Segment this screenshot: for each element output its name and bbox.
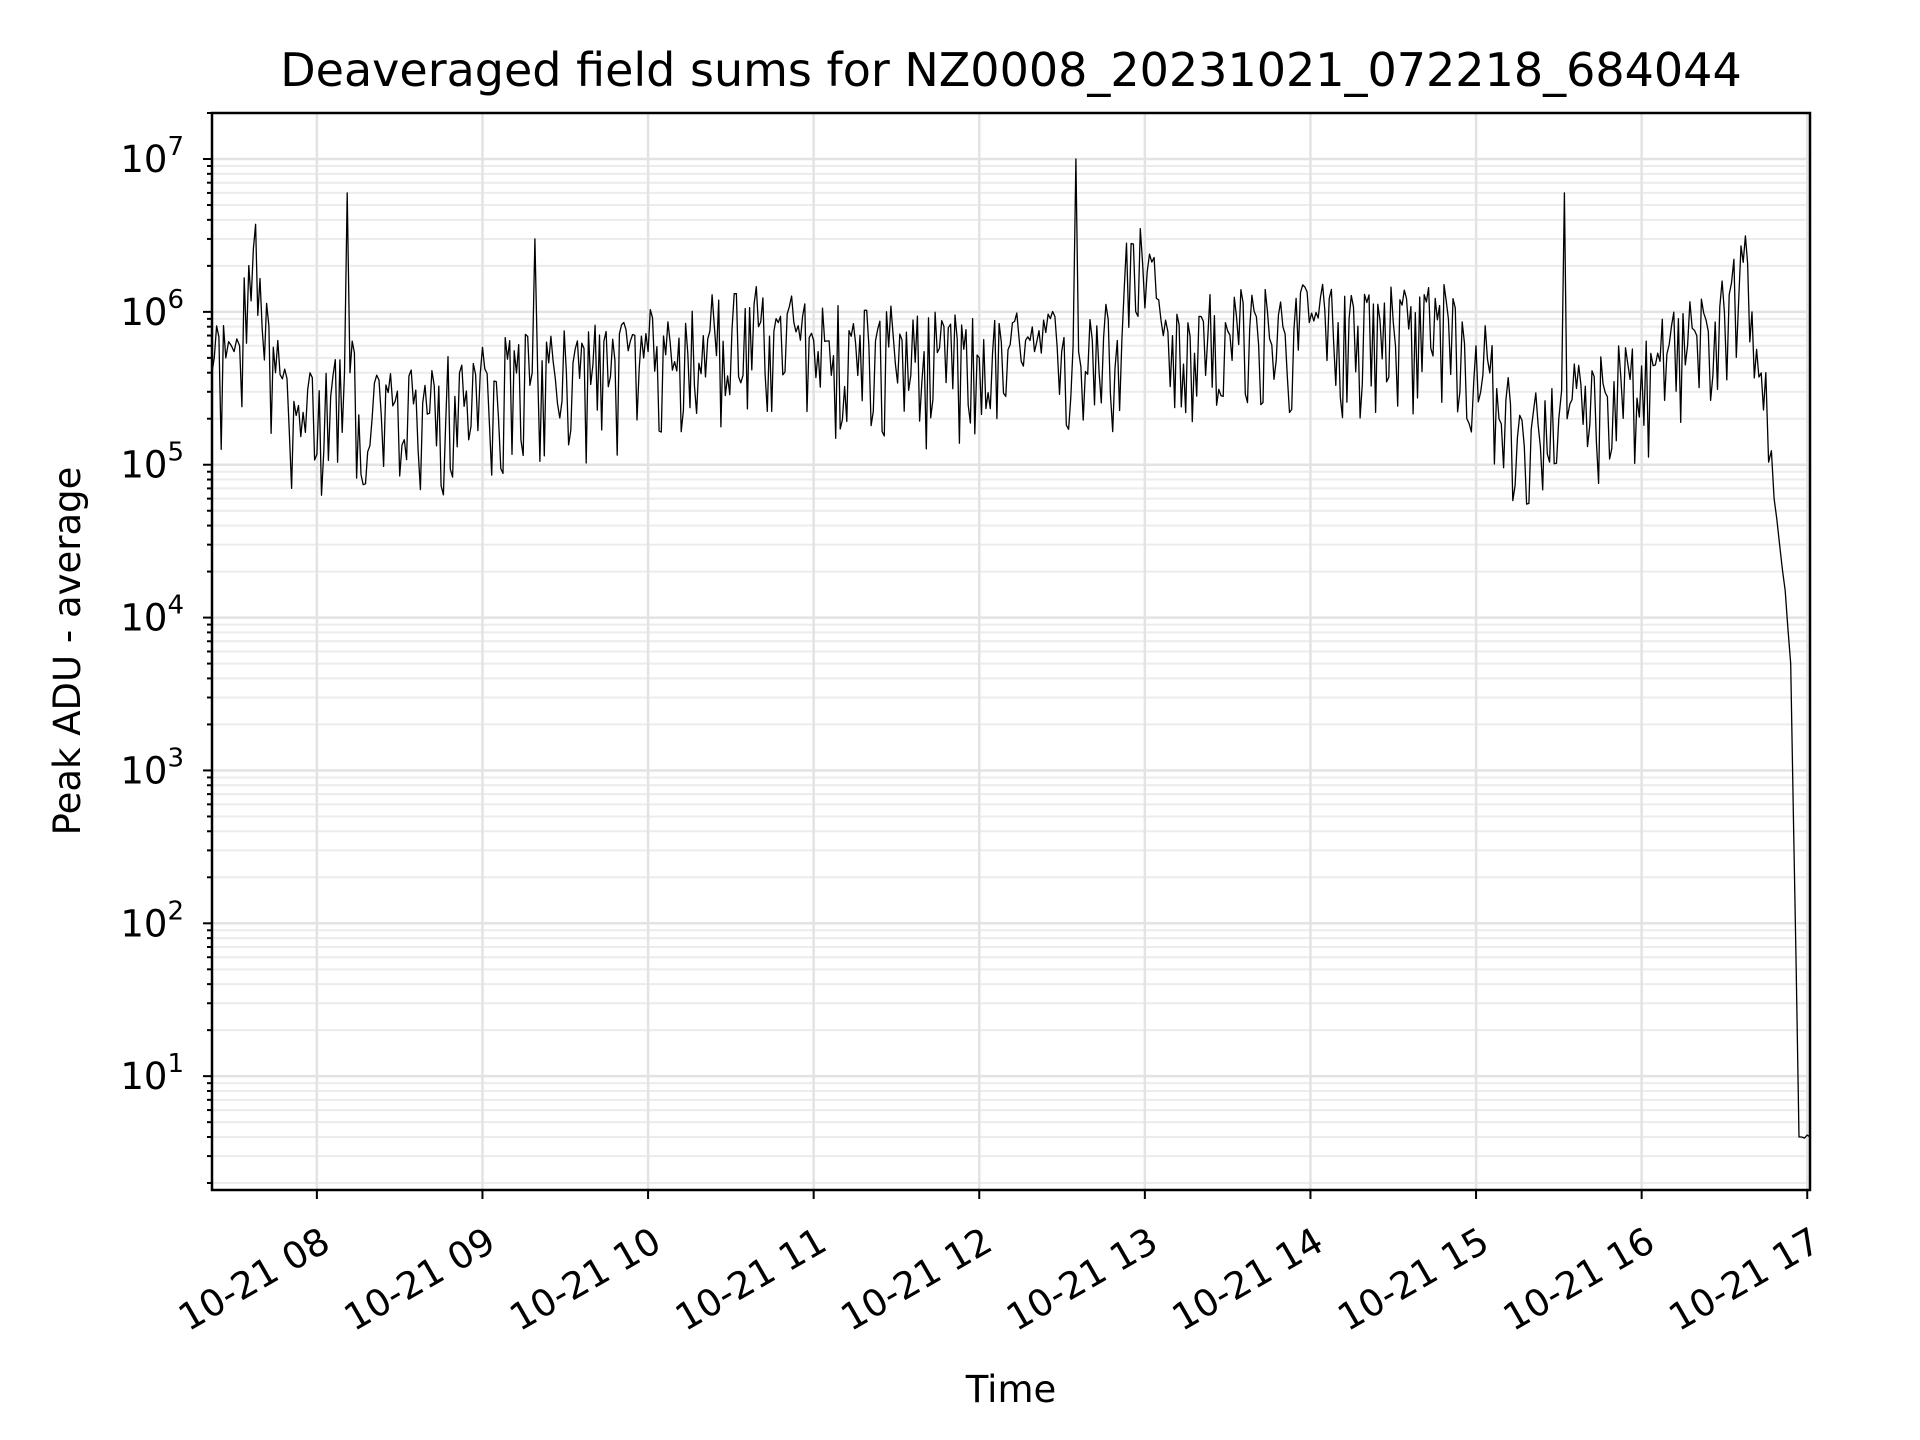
x-tick-label: 10-21 14 (1165, 1219, 1331, 1339)
y-tick-label: 102 (120, 896, 184, 945)
x-tick-label: 10-21 17 (1662, 1219, 1828, 1339)
x-tick-label: 10-21 11 (668, 1219, 834, 1339)
y-tick-label: 103 (120, 743, 184, 792)
grid (212, 112, 1810, 1190)
x-tick-label: 10-21 15 (1330, 1219, 1496, 1339)
x-ticks: 10-21 08 10-21 09 10-21 10 10-21 11 10-21 12… (171, 1190, 1827, 1340)
y-tick-label: 105 (120, 438, 184, 487)
y-tick-label: 104 (120, 591, 184, 640)
x-tick-label: 10-21 10 (502, 1219, 668, 1339)
x-tick-label: 10-21 09 (337, 1219, 503, 1339)
chart-title: Deaveraged field sums for NZ0008_2023102… (280, 43, 1741, 97)
x-axis-label: Time (965, 1368, 1057, 1411)
x-tick-label: 10-21 13 (999, 1219, 1165, 1339)
y-axis-label: Peak ADU - average (46, 467, 89, 836)
y-tick-label: 101 (120, 1049, 184, 1098)
x-tick-label: 10-21 12 (834, 1219, 1000, 1339)
y-tick-label: 106 (120, 285, 184, 334)
x-tick-label: 10-21 08 (171, 1219, 337, 1339)
y-tick-label: 107 (120, 132, 184, 181)
series-line (211, 158, 1811, 1139)
x-tick-label: 10-21 16 (1496, 1219, 1662, 1339)
y-ticks: 101 102 103 104 105 106 107 (120, 112, 212, 1185)
